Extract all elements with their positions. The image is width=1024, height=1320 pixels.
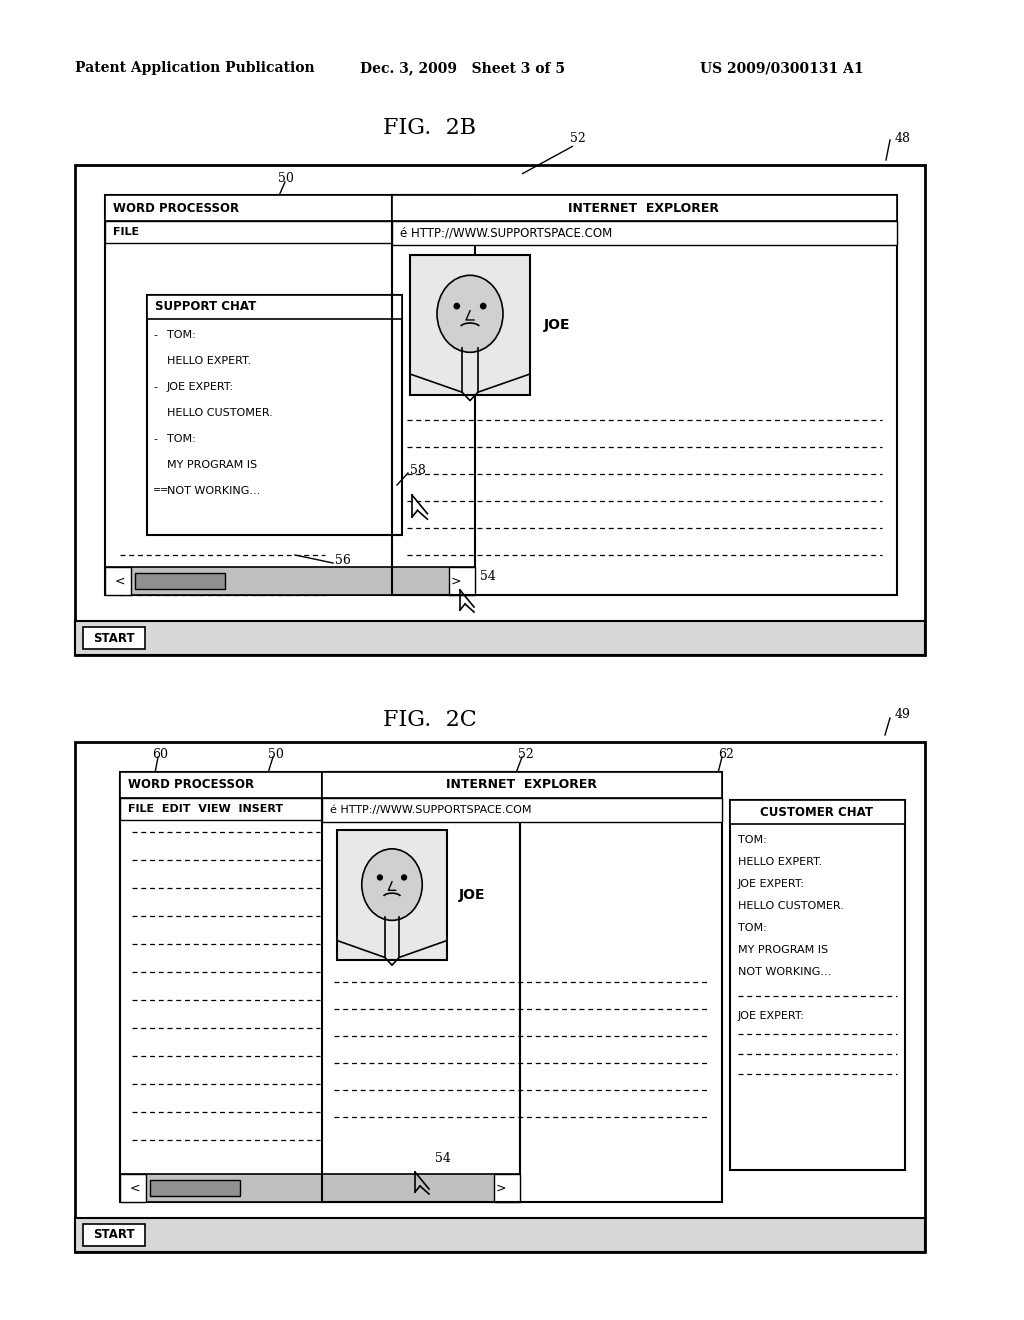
Text: FIG.  2C: FIG. 2C [383, 709, 477, 731]
Bar [83, 1224, 145, 1246]
Bar [147, 294, 402, 319]
Text: 54: 54 [480, 569, 496, 582]
Text: 56: 56 [335, 553, 351, 566]
Text: >: > [451, 574, 461, 587]
Text: -: - [153, 330, 157, 341]
Bar [75, 620, 925, 655]
Bar [494, 1173, 520, 1203]
Text: TOM:: TOM: [167, 434, 196, 444]
Text: INTERNET  EXPLORER: INTERNET EXPLORER [568, 202, 720, 214]
Text: TOM:: TOM: [738, 836, 767, 845]
Bar [337, 830, 447, 960]
Bar [120, 799, 520, 820]
Bar [120, 1173, 520, 1203]
Text: FILE  EDIT  VIEW  INSERT: FILE EDIT VIEW INSERT [128, 804, 283, 814]
Text: JOE: JOE [459, 888, 485, 902]
Bar [105, 195, 475, 595]
Text: TOM:: TOM: [167, 330, 196, 341]
Text: MY PROGRAM IS: MY PROGRAM IS [167, 459, 257, 470]
Text: TOM:: TOM: [738, 923, 767, 933]
Bar [322, 772, 722, 1203]
Text: <: < [130, 1181, 140, 1195]
Bar [730, 800, 905, 1170]
Text: 54: 54 [435, 1151, 451, 1164]
Text: FIG.  2B: FIG. 2B [383, 117, 476, 139]
Ellipse shape [437, 276, 503, 352]
Bar [392, 195, 897, 220]
Ellipse shape [378, 875, 382, 880]
Bar [410, 255, 530, 395]
Text: JOE: JOE [544, 318, 570, 333]
Bar [392, 195, 897, 595]
Text: US 2009/0300131 A1: US 2009/0300131 A1 [700, 61, 863, 75]
Text: 49: 49 [895, 709, 911, 722]
Text: HELLO EXPERT.: HELLO EXPERT. [738, 857, 822, 867]
Bar [150, 1180, 240, 1196]
Ellipse shape [401, 875, 407, 880]
Text: JOE EXPERT:: JOE EXPERT: [738, 879, 805, 888]
Text: INTERNET  EXPLORER: INTERNET EXPLORER [446, 779, 597, 792]
Bar [135, 573, 225, 589]
Text: >: > [496, 1181, 506, 1195]
Text: é HTTP://WWW.SUPPORTSPACE.COM: é HTTP://WWW.SUPPORTSPACE.COM [400, 227, 612, 239]
Text: HELLO EXPERT.: HELLO EXPERT. [167, 356, 251, 366]
Text: 52: 52 [570, 132, 586, 144]
Text: 50: 50 [278, 172, 294, 185]
Text: WORD PROCESSOR: WORD PROCESSOR [128, 779, 254, 792]
Text: START: START [93, 631, 135, 644]
Bar [322, 772, 722, 799]
Text: NOT WORKING...: NOT WORKING... [738, 968, 831, 977]
Bar [392, 220, 897, 246]
Text: START: START [93, 1229, 135, 1242]
Text: -: - [153, 381, 157, 392]
Text: é HTTP://WWW.SUPPORTSPACE.COM: é HTTP://WWW.SUPPORTSPACE.COM [330, 805, 531, 814]
Text: HELLO CUSTOMER.: HELLO CUSTOMER. [167, 408, 272, 418]
Text: JOE EXPERT:: JOE EXPERT: [167, 381, 234, 392]
Text: Dec. 3, 2009   Sheet 3 of 5: Dec. 3, 2009 Sheet 3 of 5 [360, 61, 565, 75]
Text: JOE EXPERT:: JOE EXPERT: [738, 1011, 805, 1020]
Text: 50: 50 [268, 747, 284, 760]
Ellipse shape [361, 849, 422, 920]
Text: 60: 60 [152, 747, 168, 760]
Text: 48: 48 [895, 132, 911, 144]
Text: 58: 58 [410, 463, 426, 477]
Text: SUPPORT CHAT: SUPPORT CHAT [155, 301, 256, 314]
Text: CUSTOMER CHAT: CUSTOMER CHAT [761, 805, 873, 818]
Text: NOT WORKING...: NOT WORKING... [167, 486, 260, 496]
Text: 52: 52 [518, 747, 534, 760]
Bar [322, 799, 722, 822]
Bar [75, 742, 925, 1251]
Ellipse shape [455, 304, 460, 309]
Bar [83, 627, 145, 649]
Bar [75, 165, 925, 655]
Bar [105, 195, 475, 220]
Bar [75, 1218, 925, 1251]
Text: 62: 62 [718, 747, 734, 760]
Ellipse shape [480, 304, 485, 309]
Bar [105, 568, 131, 595]
Text: WORD PROCESSOR: WORD PROCESSOR [113, 202, 240, 214]
Text: -: - [153, 434, 157, 444]
Bar [147, 294, 402, 535]
Text: ==: == [153, 484, 169, 495]
Bar [449, 568, 475, 595]
Text: Patent Application Publication: Patent Application Publication [75, 61, 314, 75]
Text: HELLO CUSTOMER.: HELLO CUSTOMER. [738, 902, 844, 911]
Text: FILE: FILE [113, 227, 139, 238]
Bar [120, 772, 520, 1203]
Bar [120, 1173, 146, 1203]
Bar [730, 800, 905, 824]
Bar [105, 220, 475, 243]
Bar [105, 568, 475, 595]
Text: MY PROGRAM IS: MY PROGRAM IS [738, 945, 828, 954]
Bar [120, 772, 520, 799]
Text: <: < [115, 574, 126, 587]
